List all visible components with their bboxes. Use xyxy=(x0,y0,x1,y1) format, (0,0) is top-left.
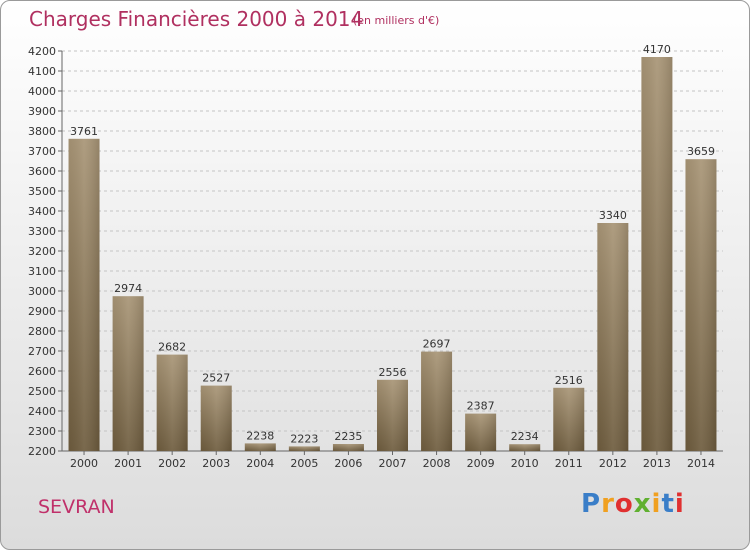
x-tick-label-2005: 2005 xyxy=(290,457,318,470)
logo-letter: r xyxy=(601,489,615,519)
data-label-2010: 2234 xyxy=(511,430,539,443)
y-tick-label: 4000 xyxy=(28,85,56,98)
data-label-2012: 3340 xyxy=(599,209,627,222)
x-tick-label-2014: 2014 xyxy=(687,457,715,470)
x-tick-label-2002: 2002 xyxy=(158,457,186,470)
data-label-2009: 2387 xyxy=(467,400,495,413)
data-label-2011: 2516 xyxy=(555,374,583,387)
y-tick-label: 2300 xyxy=(28,425,56,438)
bar-shade-2004 xyxy=(244,443,276,451)
y-tick-label: 3800 xyxy=(28,125,56,138)
data-label-2014: 3659 xyxy=(687,145,715,158)
y-tick-label: 3100 xyxy=(28,265,56,278)
chart-title: Charges Financières 2000 à 2014 xyxy=(29,7,364,31)
data-label-2005: 2223 xyxy=(290,432,318,445)
data-label-2001: 2974 xyxy=(114,282,142,295)
bar-shade-2014 xyxy=(685,159,717,451)
bar-shade-2007 xyxy=(377,379,408,451)
bar-shade-2011 xyxy=(553,387,585,451)
logo-letter: o xyxy=(614,489,634,519)
y-tick-label: 4200 xyxy=(28,45,56,58)
bar-shade-2003 xyxy=(200,385,232,451)
labels: 2200 2300 2400 2500 2600 2700 2800 2900 3000 3100… xyxy=(28,43,715,470)
x-tick-label-2009: 2009 xyxy=(467,457,495,470)
bar-shade-2005 xyxy=(288,446,320,451)
y-tick-label: 3700 xyxy=(28,145,56,158)
x-tick-label-2008: 2008 xyxy=(423,457,451,470)
bar-shade-2010 xyxy=(509,444,541,451)
bar-shade-2012 xyxy=(597,223,629,451)
bar-shade-2001 xyxy=(112,296,144,451)
logo-letter: P xyxy=(581,489,602,519)
bar-shade-2002 xyxy=(156,354,188,451)
bar-shade-2009 xyxy=(465,413,497,451)
y-tick-label: 2700 xyxy=(28,345,56,358)
y-tick-label: 3500 xyxy=(28,185,56,198)
y-tick-label: 2200 xyxy=(28,445,56,458)
y-tick-label: 3900 xyxy=(28,105,56,118)
logo-letter: i xyxy=(674,489,685,519)
proxiti-logo: Proxiti xyxy=(581,489,685,519)
data-label-2004: 2238 xyxy=(246,429,274,442)
x-tick-label-2000: 2000 xyxy=(70,457,98,470)
y-tick-label: 3200 xyxy=(28,245,56,258)
y-tick-label: 4100 xyxy=(28,65,56,78)
x-tick-label-2007: 2007 xyxy=(379,457,407,470)
y-tick-label: 3300 xyxy=(28,225,56,238)
bar-shade-2006 xyxy=(332,444,364,451)
logo-letter: i xyxy=(651,489,662,519)
x-tick-label-2013: 2013 xyxy=(643,457,671,470)
y-tick-label: 2600 xyxy=(28,365,56,378)
y-tick-label: 2900 xyxy=(28,305,56,318)
data-label-2006: 2235 xyxy=(334,430,362,443)
data-label-2007: 2556 xyxy=(379,366,407,379)
x-tick-label-2001: 2001 xyxy=(114,457,142,470)
x-tick-label-2004: 2004 xyxy=(246,457,274,470)
bar-shade-2013 xyxy=(641,57,673,451)
bar-shade-2000 xyxy=(68,138,100,452)
x-tick-label-2003: 2003 xyxy=(202,457,230,470)
y-tick-label: 3400 xyxy=(28,205,56,218)
bar-shade-2008 xyxy=(421,351,453,451)
x-tick-label-2011: 2011 xyxy=(555,457,583,470)
data-label-2008: 2697 xyxy=(423,338,451,351)
chart-subtitle: (en milliers d'€) xyxy=(353,14,440,27)
y-tick-label: 2400 xyxy=(28,405,56,418)
y-tick-label: 3000 xyxy=(28,285,56,298)
data-label-2000: 3761 xyxy=(70,125,98,138)
data-label-2003: 2527 xyxy=(202,372,230,385)
city-name: SEVRAN xyxy=(38,496,115,518)
logo-letter: x xyxy=(633,489,652,519)
x-tick-label-2006: 2006 xyxy=(334,457,362,470)
bars xyxy=(68,57,717,452)
y-tick-label: 2500 xyxy=(28,385,56,398)
x-tick-label-2012: 2012 xyxy=(599,457,627,470)
y-tick-label: 2800 xyxy=(28,325,56,338)
logo-letter: t xyxy=(661,489,675,519)
data-label-2013: 4170 xyxy=(643,43,671,56)
y-tick-label: 3600 xyxy=(28,165,56,178)
x-tick-label-2010: 2010 xyxy=(511,457,539,470)
data-label-2002: 2682 xyxy=(158,341,186,354)
